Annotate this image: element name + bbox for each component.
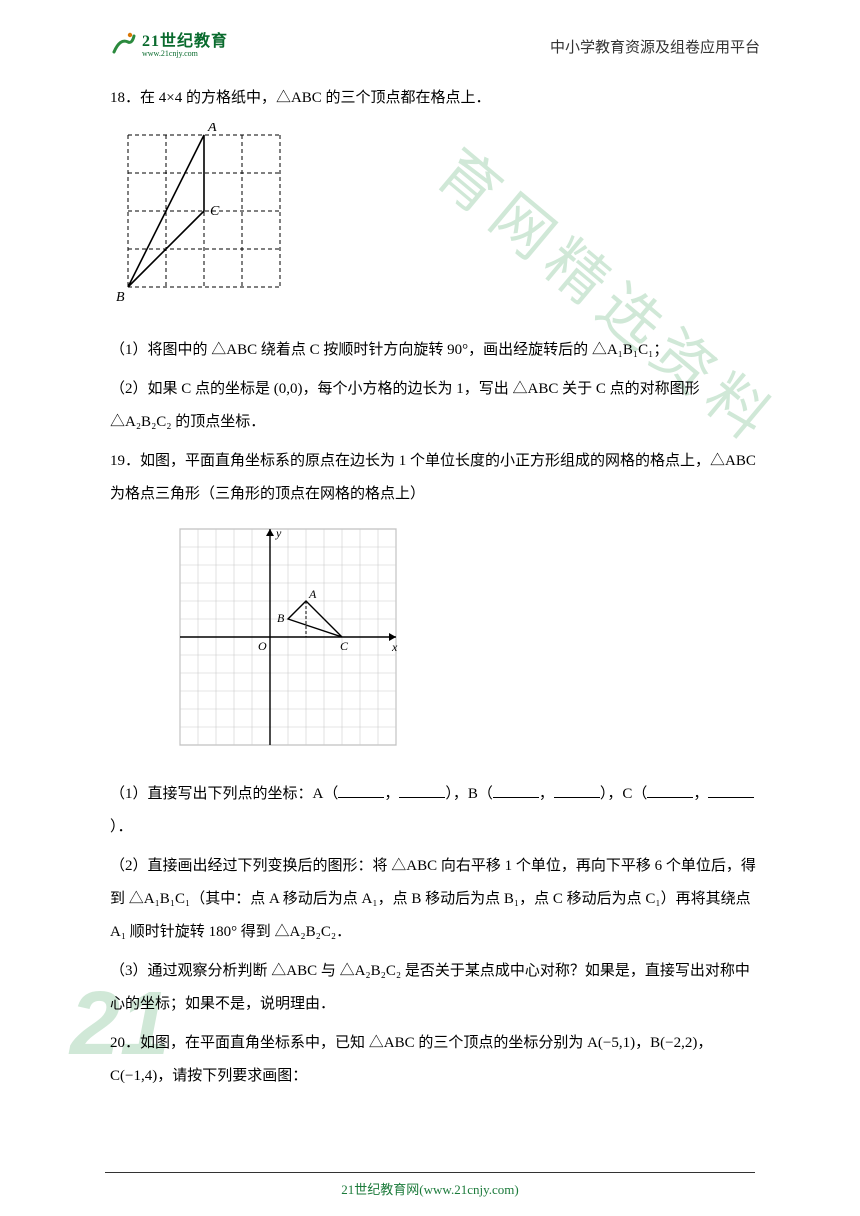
q19-p1-m2: ），B（ (445, 786, 493, 802)
q19-part1: （1）直接写出下列点的坐标：A（ ， ），B（ ， ），C（ ， ）． (110, 778, 760, 844)
q19-figure: x y O A B C (170, 519, 760, 768)
q19-p1-m4: ），C（ (600, 786, 648, 802)
blank-bx (493, 784, 539, 798)
q18-figure: A B C (116, 123, 760, 324)
q19-part2: （2）直接画出经过下列变换后的图形：将 △ABC 向右平移 1 个单位，再向下平… (110, 850, 760, 949)
svg-text:A: A (207, 123, 217, 135)
blank-ax (338, 784, 384, 798)
blank-ay (399, 784, 445, 798)
logo-brand-text: 21世纪教育 (142, 34, 228, 50)
logo-url-text: www.21cnjy.com (142, 50, 228, 58)
q18-stem: 18．在 4×4 的方格纸中，△ABC 的三个顶点都在格点上． (110, 82, 760, 115)
blank-cy (708, 784, 754, 798)
q19-part3: （3）通过观察分析判断 △ABC 与 △A₂B₂C₂ 是否关于某点成中心对称？如… (110, 955, 760, 1021)
svg-text:x: x (391, 640, 398, 654)
q19-p1-m3: ， (539, 786, 554, 802)
logo-runner-icon (110, 30, 138, 62)
q19-p1-prefix: （1）直接写出下列点的坐标：A（ (110, 786, 338, 802)
svg-text:B: B (116, 290, 125, 305)
svg-text:O: O (258, 639, 267, 653)
svg-text:C: C (210, 204, 220, 219)
q20-stem: 20．如图，在平面直角坐标系中，已知 △ABC 的三个顶点的坐标分别为 A(−5… (110, 1027, 760, 1093)
brand-logo: 21世纪教育 www.21cnjy.com (110, 30, 228, 62)
document-body: 18．在 4×4 的方格纸中，△ABC 的三个顶点都在格点上． A B C （1）将… (110, 82, 760, 1093)
footer-rule (105, 1172, 755, 1173)
header-subtitle: 中小学教育资源及组卷应用平台 (550, 36, 760, 57)
svg-text:B: B (277, 611, 285, 625)
page-header: 21世纪教育 www.21cnjy.com 中小学教育资源及组卷应用平台 (110, 30, 760, 62)
page-footer: 21世纪教育网(www.21cnjy.com) (0, 1172, 860, 1198)
svg-text:C: C (340, 639, 349, 653)
page-container: 21世纪教育 www.21cnjy.com 中小学教育资源及组卷应用平台 18．… (0, 0, 860, 1149)
svg-text:y: y (275, 526, 282, 540)
q18-part1: （1）将图中的 △ABC 绕着点 C 按顺时针方向旋转 90°，画出经旋转后的 … (110, 334, 760, 367)
svg-text:A: A (308, 587, 317, 601)
footer-text: 21世纪教育网(www.21cnjy.com) (341, 1182, 518, 1197)
blank-by (554, 784, 600, 798)
q19-p1-m5: ， (693, 786, 708, 802)
q19-p1-m1: ， (384, 786, 399, 802)
q19-p1-suffix: ）． (110, 819, 133, 835)
q18-part2: （2）如果 C 点的坐标是 (0,0)，每个小方格的边长为 1，写出 △ABC … (110, 373, 760, 439)
q19-stem: 19．如图，平面直角坐标系的原点在边长为 1 个单位长度的小正方形组成的网格的格… (110, 445, 760, 511)
blank-cx (647, 784, 693, 798)
